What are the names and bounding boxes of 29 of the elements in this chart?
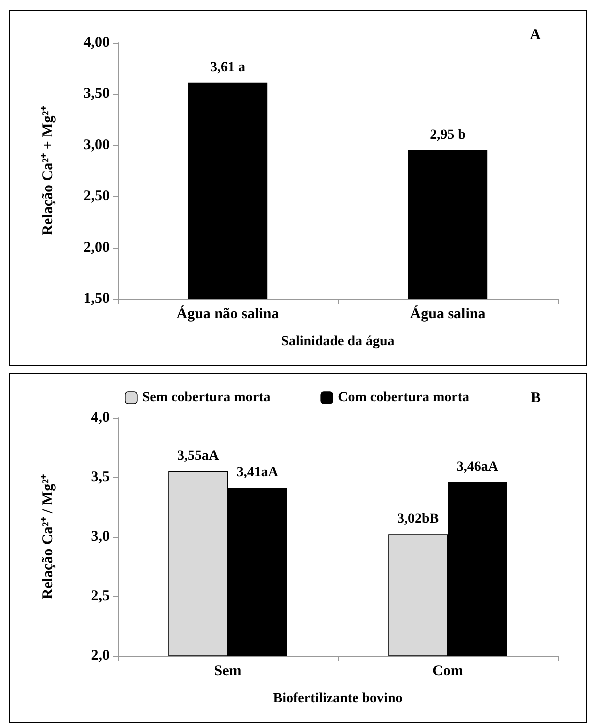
data-label: 3,61 a [210, 60, 246, 76]
y-tick-label: 3,50 [84, 86, 110, 102]
chart-title: A [530, 28, 542, 44]
y-tick-label: 2,5 [91, 588, 110, 604]
y-axis-title: Relação Ca²⁺ + Mg²⁺ [40, 106, 56, 236]
y-tick-label: 3,00 [84, 137, 110, 154]
y-tick-label: 3,5 [91, 470, 110, 486]
x-axis-title: Biofertilizante bovino [273, 692, 403, 706]
y-tick-label: 4,00 [84, 35, 110, 51]
x-tick-label: Sem [214, 664, 242, 680]
x-tick-label: Água não salina [176, 306, 280, 322]
legend-label: Com cobertura morta [338, 390, 470, 406]
y-axis-title: Relação Ca²⁺ / Mg²⁺ [40, 474, 56, 600]
data-label: 3,55aA [177, 449, 220, 464]
data-label: 3,41aA [236, 466, 280, 481]
y-tick-label: 2,50 [84, 188, 110, 205]
x-tick-label: Com [432, 664, 464, 680]
data-label: 3,02bB [397, 512, 440, 528]
legend-label: Sem cobertura morta [142, 390, 271, 406]
y-tick-label: 1,50 [84, 291, 110, 307]
y-tick-label: 2,0 [91, 648, 110, 664]
y-tick-label: 4,0 [91, 410, 110, 426]
data-label: 3,46aA [456, 460, 500, 475]
chart-title: B [530, 390, 542, 406]
data-label: 2,95 b [430, 128, 466, 144]
y-tick-label: 2,00 [84, 240, 110, 256]
y-tick-label: 3,0 [91, 529, 110, 545]
x-axis-title: Salinidade da água [281, 334, 395, 350]
x-tick-label: Água salina [410, 306, 486, 322]
